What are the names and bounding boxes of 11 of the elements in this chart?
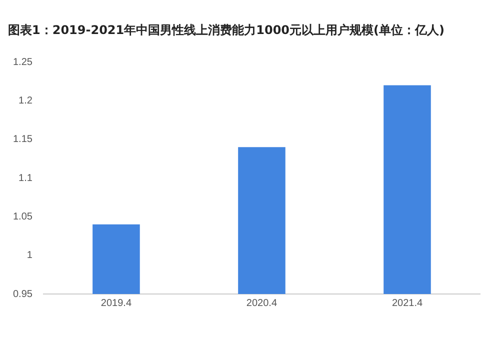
- x-tick-label: 2020.4: [246, 298, 278, 309]
- y-tick-label: 1.2: [18, 95, 33, 106]
- y-tick-label: 1.05: [12, 211, 33, 222]
- y-tick-label: 1.1: [18, 172, 33, 184]
- x-tick-label: 2021.4: [392, 298, 423, 309]
- y-tick-label: 1.25: [12, 56, 33, 68]
- chart-title: 图表1：2019-2021年中国男性线上消费能力1000元以上用户规模(单位：亿人): [8, 22, 444, 39]
- x-tick-label: 2019.4: [100, 298, 132, 309]
- y-tick-label: 1: [26, 250, 33, 262]
- y-tick-label: 1.15: [12, 134, 33, 146]
- y-tick-label: 0.95: [12, 288, 33, 300]
